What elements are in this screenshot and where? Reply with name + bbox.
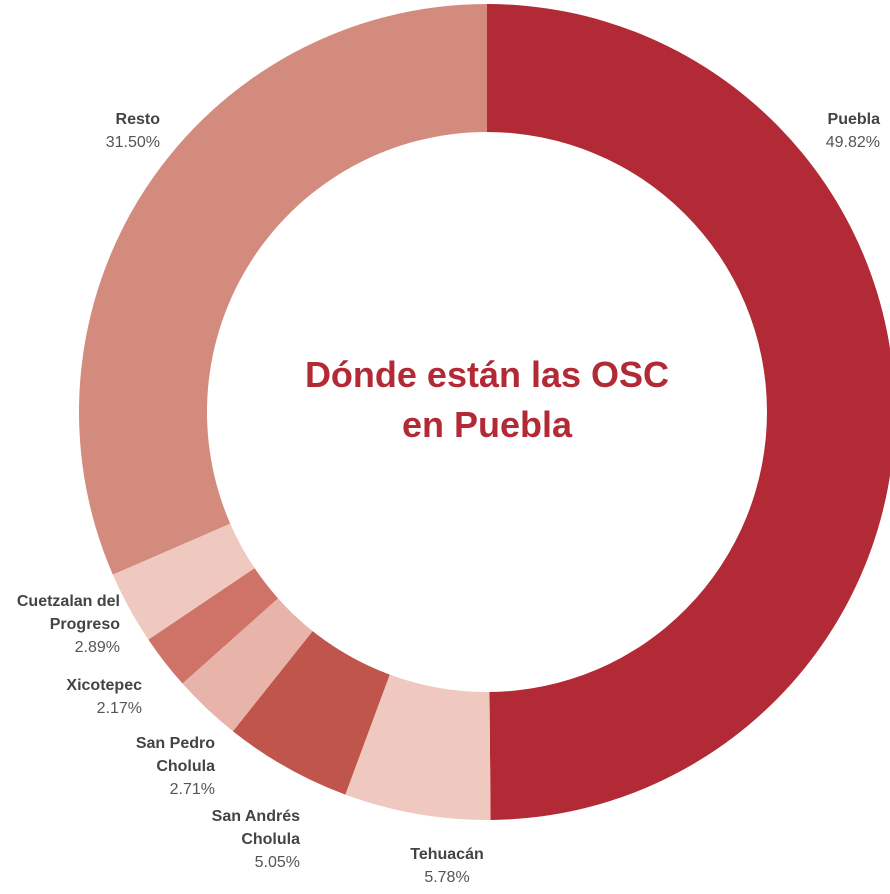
slice-label: Cuetzalan del Progreso 2.89% xyxy=(0,590,120,659)
chart-title: Dónde están las OSC en Puebla xyxy=(304,354,670,445)
donut-slice xyxy=(112,523,255,640)
category-name: Resto xyxy=(115,111,160,128)
category-name: San Andrés Cholula xyxy=(211,808,300,848)
category-name: Puebla xyxy=(827,111,880,128)
donut-slice xyxy=(78,4,487,575)
value-label: 49.82% xyxy=(825,134,880,151)
value-label: 5.05% xyxy=(254,854,300,871)
donut-slice xyxy=(487,4,890,820)
value-label: 2.71% xyxy=(169,781,215,798)
donut-slice xyxy=(182,598,313,732)
slice-label: San Andrés Cholula 5.05% xyxy=(190,805,300,874)
donut-slice xyxy=(232,631,390,795)
slice-label: San Pedro Cholula 2.71% xyxy=(105,732,215,801)
slice-label: Resto 31.50% xyxy=(40,108,160,154)
category-name: San Pedro Cholula xyxy=(135,735,215,775)
slice-label: Puebla 49.82% xyxy=(760,108,880,154)
value-label: 2.89% xyxy=(74,639,120,656)
category-name: Xicotepec xyxy=(66,677,142,694)
value-label: 31.50% xyxy=(105,134,160,151)
donut-slice xyxy=(148,568,279,684)
category-name: Tehuacán xyxy=(410,846,484,863)
category-name: Cuetzalan del Progreso xyxy=(16,593,120,633)
donut-slice xyxy=(345,674,491,820)
value-label: 2.17% xyxy=(96,700,142,717)
slice-label: Tehuacán 5.78% xyxy=(387,843,507,889)
slice-label: Xicotepec 2.17% xyxy=(32,674,142,720)
value-label: 5.78% xyxy=(424,869,470,886)
